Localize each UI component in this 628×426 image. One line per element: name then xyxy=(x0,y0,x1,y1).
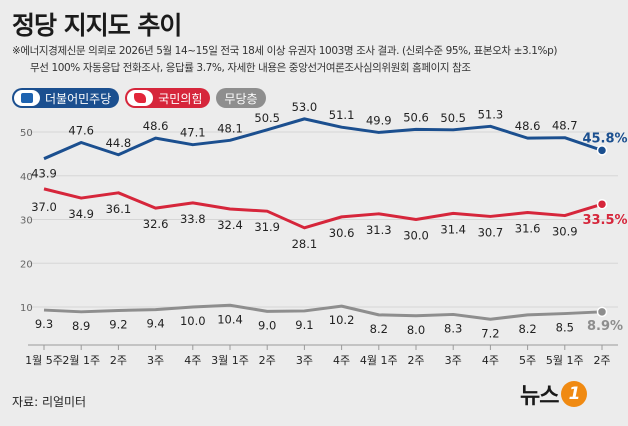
survey-note-line1: ※에너지경제신문 의뢰로 2026년 5월 14~15일 전국 18세 이상 유… xyxy=(12,45,558,57)
data-label-none: 9.4 xyxy=(146,317,164,331)
data-label-dp: 50.5 xyxy=(254,111,280,125)
data-label-dp: 50.5 xyxy=(440,111,466,125)
data-label-ppp: 36.1 xyxy=(106,202,132,216)
news1-logo: 뉴스 1 xyxy=(520,378,588,410)
data-label-none: 9.2 xyxy=(109,318,127,332)
y-tick-label: 50 xyxy=(20,128,33,139)
data-label-none: 8.2 xyxy=(370,322,388,336)
data-label-dp: 48.7 xyxy=(552,119,578,133)
data-label-none: 10.2 xyxy=(329,313,355,327)
x-tick-label: 5주 xyxy=(519,354,536,367)
x-tick-label: 2주 xyxy=(593,354,610,367)
x-tick-label: 2주 xyxy=(259,354,276,367)
x-tick-label: 4주 xyxy=(184,354,201,367)
data-label-ppp: 30.9 xyxy=(552,225,578,239)
page-title: 정당 지지도 추이 xyxy=(12,11,182,40)
dp-logo-icon xyxy=(14,90,40,106)
x-tick-label: 2주 xyxy=(110,354,127,367)
data-label-ppp: 31.3 xyxy=(366,223,392,237)
x-tick-label: 3주 xyxy=(296,354,313,367)
data-point-dp xyxy=(596,145,608,156)
data-label-ppp: 32.6 xyxy=(143,217,169,231)
series-line-ppp xyxy=(43,187,603,230)
data-label-ppp: 31.6 xyxy=(515,222,541,236)
legend-label-none: 무당층 xyxy=(224,91,258,106)
x-tick-label: 3주 xyxy=(147,354,164,367)
data-point-none xyxy=(596,306,608,318)
data-label-ppp: 33.5% xyxy=(582,213,627,228)
data-label-ppp: 28.1 xyxy=(292,237,318,251)
data-label-none: 8.5 xyxy=(556,321,574,335)
data-label-ppp: 31.9 xyxy=(254,220,280,234)
ppp-logo-icon xyxy=(127,90,154,106)
data-label-dp: 48.6 xyxy=(515,119,541,133)
data-label-none: 9.3 xyxy=(35,317,53,331)
x-tick-label: 4주 xyxy=(482,354,499,367)
series-line-dp xyxy=(43,117,603,161)
logo-text: 뉴스 xyxy=(520,384,559,409)
x-tick-label: 3주 xyxy=(445,354,462,367)
data-label-dp: 48.6 xyxy=(143,119,169,133)
data-label-none: 8.3 xyxy=(444,321,462,335)
data-label-ppp: 33.8 xyxy=(180,212,206,226)
x-tick-label: 4주 xyxy=(333,354,350,367)
data-label-none: 7.2 xyxy=(481,326,499,340)
data-label-none: 8.9% xyxy=(587,319,623,334)
source-text: 자료: 리얼미터 xyxy=(12,395,87,409)
legend-item-dp: 더불어민주당 xyxy=(12,88,120,108)
data-label-dp: 47.1 xyxy=(180,126,206,140)
x-tick-label: 5월 1주 xyxy=(546,354,584,367)
data-label-none: 8.2 xyxy=(518,322,536,336)
data-label-none: 8.9 xyxy=(72,319,90,333)
legend: 더불어민주당 국민의힘 무당층 xyxy=(12,88,272,108)
y-tick-label: 10 xyxy=(20,303,33,314)
legend-item-none: 무당층 xyxy=(216,88,266,108)
data-label-dp: 49.9 xyxy=(366,113,392,127)
legend-item-ppp: 국민의힘 xyxy=(125,88,211,108)
data-label-ppp: 34.9 xyxy=(68,207,94,221)
data-label-ppp: 32.4 xyxy=(217,218,243,232)
y-tick-label: 30 xyxy=(20,216,33,227)
x-tick-label: 4월 1주 xyxy=(360,354,398,367)
x-tick-label: 2주 xyxy=(407,354,424,367)
data-label-dp: 47.6 xyxy=(68,124,94,138)
data-label-dp: 45.8% xyxy=(582,131,627,146)
data-label-ppp: 37.0 xyxy=(31,200,57,214)
data-label-dp: 48.1 xyxy=(217,121,243,135)
x-tick-label: 1월 5주 xyxy=(25,354,63,367)
legend-label-dp: 더불어민주당 xyxy=(45,91,112,106)
data-label-dp: 43.9 xyxy=(31,167,57,181)
data-label-dp: 51.3 xyxy=(478,107,504,121)
data-label-dp: 44.8 xyxy=(106,136,132,150)
y-tick-label: 40 xyxy=(20,172,33,183)
data-label-none: 9.1 xyxy=(295,318,313,332)
data-label-dp: 51.1 xyxy=(329,108,355,122)
data-point-ppp xyxy=(596,198,608,210)
data-label-ppp: 30.7 xyxy=(478,225,504,239)
data-label-dp: 53.0 xyxy=(292,100,318,114)
x-tick-label: 3월 1주 xyxy=(211,354,249,367)
data-label-none: 10.0 xyxy=(180,314,206,328)
data-label-ppp: 30.6 xyxy=(329,226,355,240)
data-label-ppp: 30.0 xyxy=(403,229,429,243)
x-tick-label: 2월 1주 xyxy=(62,354,100,367)
data-label-ppp: 31.4 xyxy=(440,222,466,236)
data-label-none: 8.0 xyxy=(407,323,425,337)
survey-note-line2: 무선 100% 자동응답 전화조사, 응답률 3.7%, 자세한 내용은 중앙선… xyxy=(30,62,471,74)
y-tick-label: 20 xyxy=(20,259,33,270)
legend-label-ppp: 국민의힘 xyxy=(158,91,203,106)
logo-badge-icon: 1 xyxy=(561,381,588,407)
data-label-none: 9.0 xyxy=(258,318,276,332)
series-line-none xyxy=(43,303,603,321)
data-label-none: 10.4 xyxy=(217,312,243,326)
data-label-dp: 50.6 xyxy=(403,110,429,124)
